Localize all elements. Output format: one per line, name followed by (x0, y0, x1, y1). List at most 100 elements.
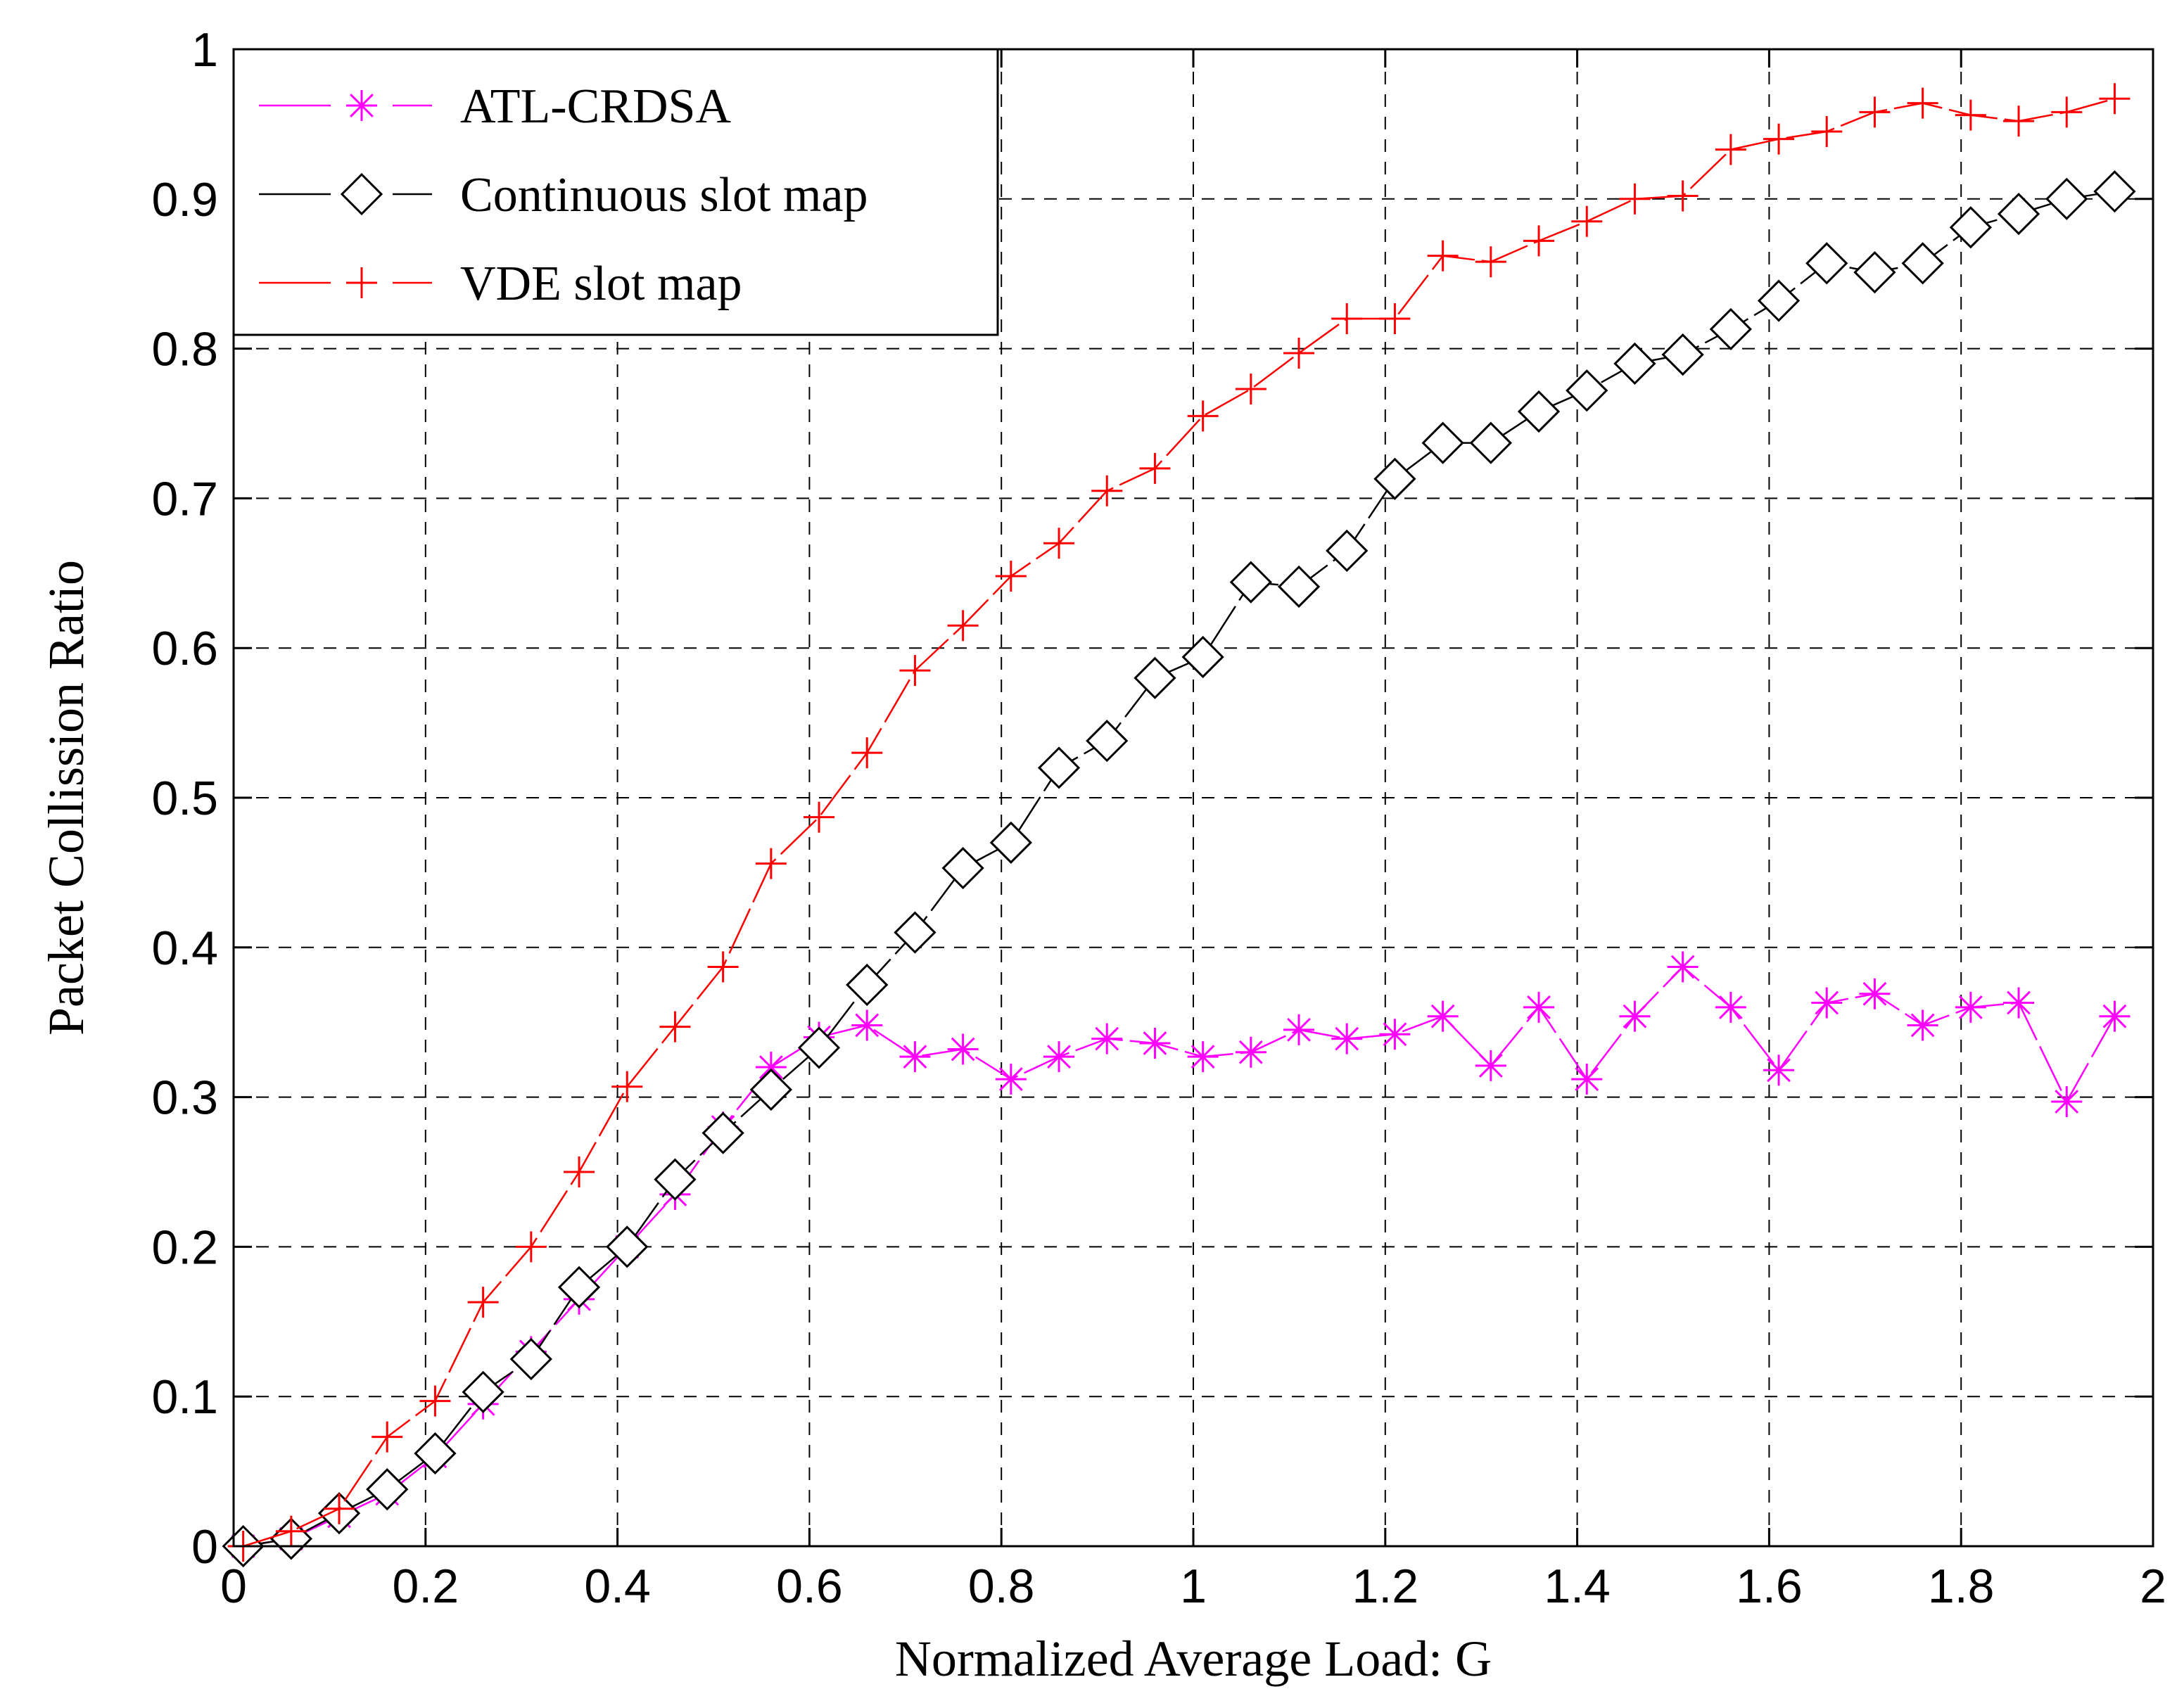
data-point (1229, 561, 1272, 604)
data-point (846, 963, 889, 1007)
data-point (1187, 1041, 1219, 1073)
data-point (2051, 1085, 2083, 1117)
data-point (414, 1432, 457, 1475)
data-point (654, 1158, 697, 1201)
data-point (1379, 1019, 1411, 1050)
data-point (1907, 1009, 1938, 1041)
data-point (2099, 1000, 2131, 1032)
data-point (2045, 177, 2088, 220)
data-point (851, 737, 883, 769)
data-point (947, 1033, 979, 1065)
data-point (1277, 565, 1321, 608)
data-point (557, 1266, 601, 1308)
x-tick-label: 1.2 (1352, 1560, 1419, 1613)
legend-marker (346, 90, 377, 121)
data-point (1523, 225, 1555, 257)
data-point (1235, 374, 1266, 405)
y-tick-label: 1 (191, 23, 218, 77)
x-axis-label: Normalized Average Load: G (895, 1631, 1492, 1687)
x-tick-label: 1 (1180, 1560, 1207, 1613)
legend-item-continuous-slot-map: Continuous slot map (259, 168, 868, 222)
legend: ATL-CRDSA Continuous slot map VDE slot map (232, 48, 999, 336)
data-point (1757, 279, 1801, 322)
x-tick-label: 0.8 (968, 1560, 1035, 1613)
data-point (1523, 991, 1555, 1023)
data-point (1517, 390, 1561, 433)
data-point (1427, 240, 1459, 272)
y-tick-label: 0.5 (151, 772, 218, 825)
data-point (1715, 991, 1746, 1023)
legend-marker (340, 172, 383, 216)
data-point (1955, 99, 1986, 131)
data-point (324, 1493, 355, 1524)
legend-item-atl-crdsa: ATL-CRDSA (259, 79, 731, 134)
data-point (1667, 180, 1699, 212)
data-point (1139, 1027, 1171, 1059)
x-tick-label: 0 (220, 1560, 247, 1613)
data-point (1091, 1023, 1123, 1054)
data-point (2003, 106, 2035, 137)
data-point (1086, 720, 1129, 763)
data-point (995, 1064, 1027, 1095)
data-point (2003, 987, 2035, 1019)
data-point (611, 1071, 643, 1102)
series-layer (222, 83, 2136, 1568)
data-point (894, 911, 937, 954)
data-point (2093, 170, 2136, 213)
data-point (1619, 1000, 1651, 1032)
y-tick-label: 0.4 (151, 922, 218, 975)
data-point (804, 801, 835, 833)
axis-ticks: 0 0.2 0.4 0.6 0.8 1 1.2 1.4 1.6 1.8 2 0 0.1 0.2 0.3 0.4… (151, 23, 2166, 1613)
x-tick-label: 2 (2140, 1560, 2166, 1613)
data-point (1955, 991, 1986, 1023)
data-point (1283, 337, 1315, 369)
data-point (995, 561, 1027, 592)
data-point (1811, 116, 1843, 148)
data-point (1235, 1036, 1266, 1068)
data-point (1283, 1014, 1315, 1045)
data-point (467, 1287, 499, 1318)
y-tick-label: 0.7 (151, 472, 218, 525)
data-point (1566, 369, 1608, 412)
data-point (1091, 475, 1123, 506)
x-tick-label: 0.6 (776, 1560, 843, 1613)
data-point (1043, 528, 1075, 559)
y-tick-label: 0.1 (151, 1370, 218, 1424)
x-tick-label: 1.6 (1736, 1560, 1803, 1613)
data-point (275, 1515, 307, 1547)
data-point (1763, 1054, 1795, 1086)
data-point (509, 1337, 552, 1381)
data-point (1043, 1041, 1075, 1073)
series-continuous-slot-map (222, 170, 2136, 1568)
data-point (851, 1009, 883, 1041)
x-tick-label: 1.4 (1544, 1560, 1611, 1613)
data-point (701, 1111, 744, 1154)
data-point (1619, 183, 1651, 215)
y-tick-label: 0.6 (151, 622, 218, 675)
data-point (1373, 457, 1416, 500)
data-point (1469, 421, 1512, 464)
data-point (1421, 421, 1464, 464)
x-tick-label: 0.2 (393, 1560, 459, 1613)
data-point (1661, 333, 1704, 376)
data-point (564, 1156, 595, 1187)
data-point (899, 1041, 931, 1073)
data-point (1613, 342, 1656, 385)
data-point (1667, 951, 1699, 983)
data-point (947, 610, 979, 642)
data-point (1949, 206, 1992, 249)
data-point (1853, 250, 1896, 294)
y-tick-label: 0.3 (151, 1071, 218, 1125)
data-point (1571, 1064, 1603, 1095)
data-point (1331, 1023, 1363, 1054)
y-tick-label: 0 (191, 1520, 218, 1574)
data-point (1475, 1050, 1506, 1081)
data-point (755, 848, 787, 879)
data-point (1037, 746, 1081, 789)
data-point (797, 1026, 841, 1069)
data-point (989, 821, 1032, 864)
data-point (462, 1370, 504, 1413)
data-point (1901, 242, 1944, 285)
data-point (366, 1468, 409, 1511)
series-vde-slot-map (227, 83, 2131, 1562)
